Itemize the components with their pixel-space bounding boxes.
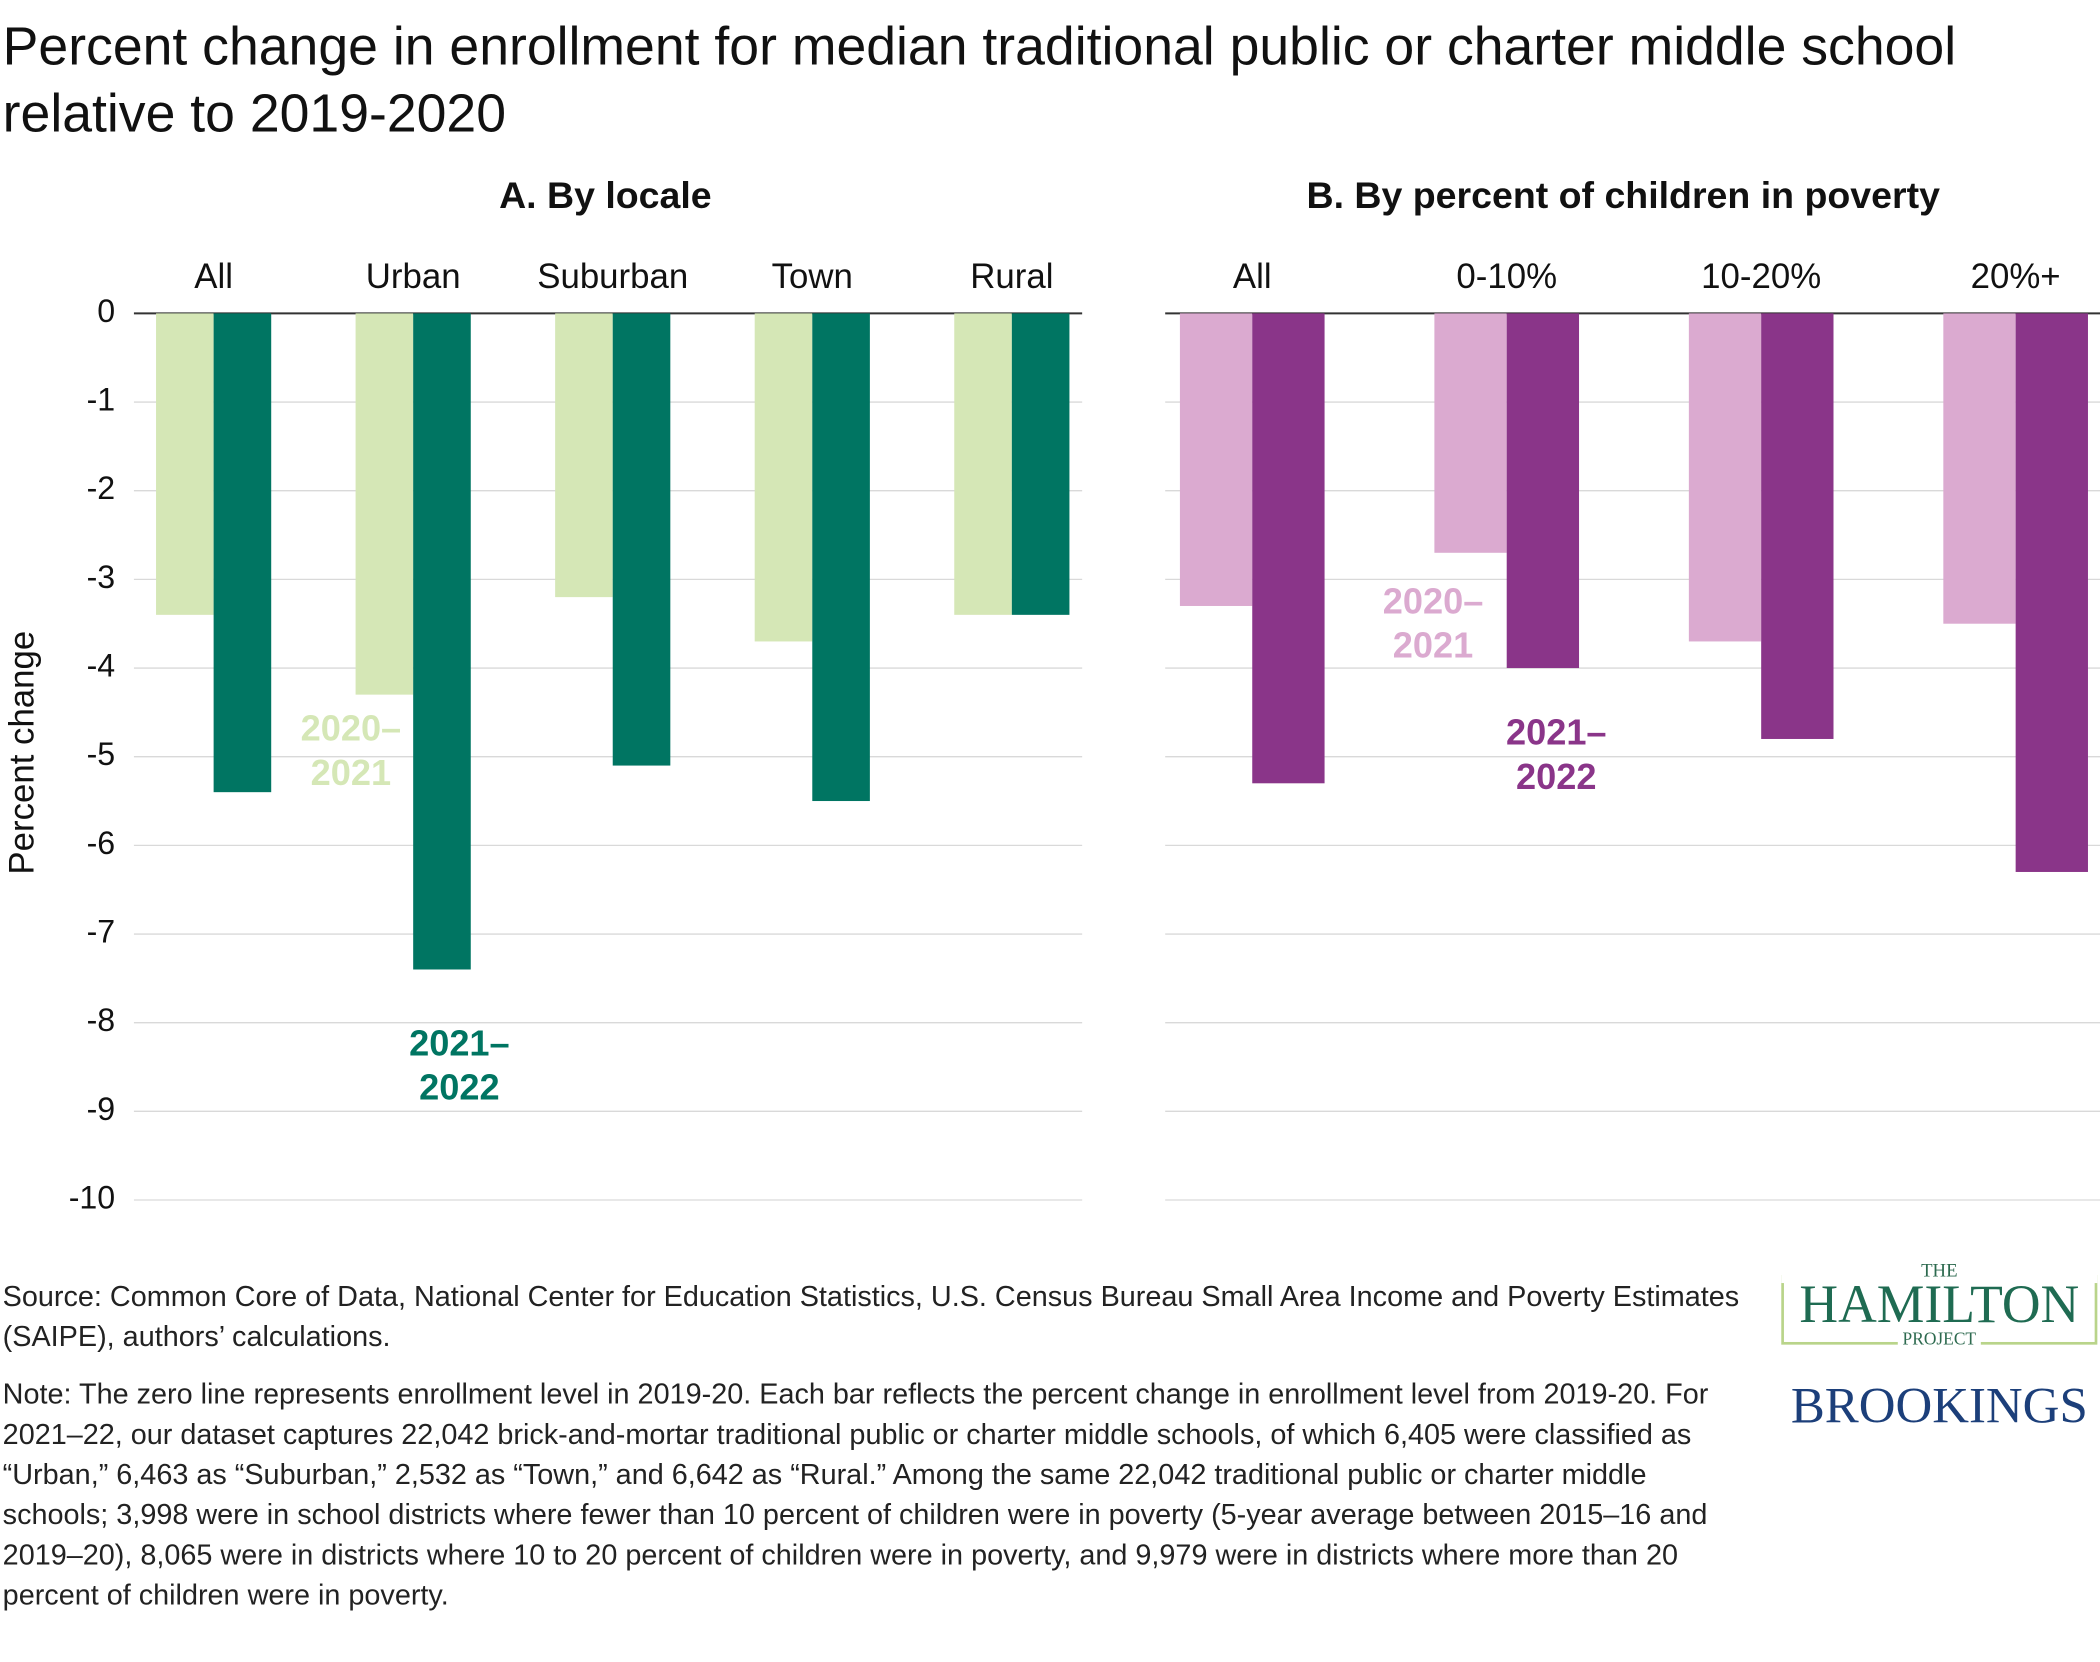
legend-label: 2020–2021	[1382, 581, 1484, 666]
x-tick-label: 20%+	[1971, 257, 2061, 296]
x-tick-label: 0-10%	[1456, 257, 1557, 296]
panel-title: B. By percent of children in poverty	[1306, 174, 1940, 216]
bar	[555, 313, 613, 598]
title: Percent change in enrollment for median …	[2, 17, 1957, 144]
y-tick-label: -9	[87, 1091, 116, 1127]
y-tick-label: -5	[87, 736, 116, 772]
y-tick-label: -1	[87, 382, 116, 418]
y-tick-label: -4	[87, 648, 116, 684]
x-tick-label: All	[1233, 257, 1272, 296]
y-tick-label: -7	[87, 914, 116, 950]
source: Source: Common Core of Data, National Ce…	[2, 1280, 1740, 1353]
bar	[954, 313, 1012, 615]
bar	[1943, 313, 2016, 624]
x-tick-label: All	[194, 257, 233, 296]
logo-top-text: THE	[1915, 1261, 1963, 1282]
bar	[156, 313, 214, 615]
x-tick-label: Suburban	[537, 257, 688, 296]
y-axis-label: Percent change	[2, 631, 41, 875]
bar	[1252, 313, 1325, 784]
bar	[413, 313, 471, 970]
legend-label: 2020–2021	[300, 708, 402, 793]
panel-title: A. By locale	[499, 174, 712, 216]
bar	[1179, 313, 1253, 606]
logo-top: THE	[1781, 1261, 2098, 1284]
y-tick-label: 0	[97, 293, 115, 329]
charts: A. By locale Percent change 0 -1 -2 -3 -4 -5 -6 -…	[2, 174, 2100, 1215]
bar	[1506, 313, 1580, 669]
bar	[213, 313, 272, 793]
bar	[1761, 313, 1834, 739]
bar	[1434, 313, 1507, 553]
x-tick-label: Rural	[970, 257, 1053, 296]
x-tick-label: Town	[772, 257, 853, 296]
legend-label: 2021–2022	[409, 1023, 510, 1108]
logo-name: HAMILTON	[1799, 1273, 2080, 1334]
legend-label: 2021–2022	[1505, 712, 1607, 797]
y-tick-label: -8	[87, 1002, 116, 1038]
y-tick-label: -10	[69, 1179, 115, 1215]
x-tick-label: 10-20%	[1701, 257, 1821, 296]
bar	[2015, 313, 2088, 872]
logo-bottom: PROJECT	[1781, 1328, 2097, 1350]
y-tick-label: -6	[87, 825, 116, 861]
y-tick-label: -2	[87, 470, 116, 506]
bar	[754, 313, 813, 642]
logo-bottom-text: PROJECT	[1897, 1328, 1982, 1349]
logo-org: BROOKINGS	[1790, 1378, 2088, 1435]
bar	[612, 313, 671, 766]
y-tick-label: -3	[87, 559, 116, 595]
bar	[812, 313, 870, 802]
bar	[355, 313, 414, 695]
bar	[1011, 313, 1070, 615]
note: Note: The zero line represents enrollmen…	[2, 1378, 1709, 1612]
bar	[1688, 313, 1762, 642]
x-tick-label: Urban	[366, 257, 461, 296]
